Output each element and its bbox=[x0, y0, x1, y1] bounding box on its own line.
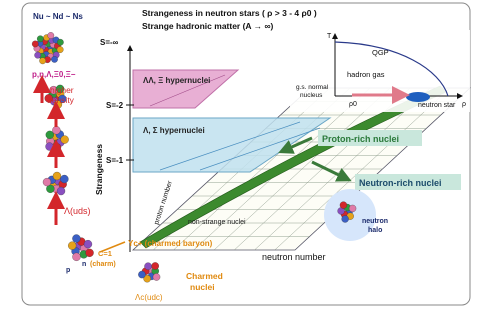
region-label: Proton-rich nuclei bbox=[322, 134, 399, 144]
particle bbox=[57, 46, 63, 52]
title-line: Strange hadronic matter (A → ∞) bbox=[142, 21, 274, 31]
particle bbox=[57, 187, 65, 195]
phase-label: T bbox=[327, 33, 332, 40]
particle bbox=[84, 240, 92, 248]
figure: Nu ~ Nd ~ Ns Strangeness in neutron star… bbox=[0, 0, 480, 309]
region-label: Neutron-rich nuclei bbox=[359, 178, 442, 188]
s-label: S=-∞ bbox=[100, 38, 119, 47]
density-label: density bbox=[47, 95, 75, 105]
particle bbox=[32, 41, 38, 47]
particle bbox=[34, 52, 40, 58]
region-label: Λ, Σ hypernuclei bbox=[143, 126, 205, 135]
phase-label: neutron star bbox=[418, 102, 456, 109]
phase-label: ρ bbox=[462, 101, 466, 108]
charm-label: (charm) bbox=[90, 261, 116, 268]
charm-label: Λc(udc) bbox=[135, 293, 163, 302]
particle bbox=[144, 263, 151, 270]
nucleon-label: n bbox=[82, 261, 86, 268]
particle bbox=[53, 172, 61, 180]
phase-label: ρ0 bbox=[349, 101, 357, 108]
particle bbox=[72, 235, 80, 243]
page: { "header": { "quark_ratio": "Nu ~ Nd ~ … bbox=[0, 0, 480, 309]
particle bbox=[37, 36, 43, 42]
neutron-star bbox=[406, 92, 430, 102]
particle bbox=[52, 126, 60, 134]
particle bbox=[86, 249, 94, 257]
phase-label: nucleus bbox=[300, 92, 323, 99]
particle bbox=[60, 175, 68, 183]
particle bbox=[46, 143, 54, 151]
charm-label: Yc+ (charmed baryon) bbox=[128, 239, 213, 248]
axis-label: Strangeness bbox=[94, 144, 104, 195]
phase-label: hadron gas bbox=[347, 70, 385, 79]
charm-label: Charmed bbox=[186, 271, 223, 281]
particle bbox=[138, 271, 145, 278]
particle bbox=[61, 136, 69, 144]
halo-label: halo bbox=[368, 227, 382, 234]
particle bbox=[68, 242, 76, 250]
s-label: S=-1 bbox=[106, 156, 124, 165]
particle bbox=[51, 56, 57, 62]
phase-label: g.s. normal bbox=[296, 84, 329, 91]
density-label: higher bbox=[50, 85, 74, 95]
particles: p,n,Λ,Ξ0,Ξ− bbox=[32, 70, 76, 79]
phase-label: QGP bbox=[372, 48, 389, 57]
particle bbox=[39, 58, 45, 64]
particle bbox=[46, 131, 54, 139]
particle bbox=[340, 202, 347, 209]
particle bbox=[72, 253, 80, 261]
particle bbox=[57, 39, 63, 45]
particle bbox=[153, 273, 160, 280]
particle bbox=[48, 32, 54, 38]
particle bbox=[342, 215, 349, 222]
axis-label: neutron number bbox=[262, 252, 326, 262]
particle bbox=[349, 205, 356, 212]
quark-ratio: Nu ~ Nd ~ Ns bbox=[33, 12, 83, 21]
particle bbox=[152, 262, 159, 269]
charm-label: nuclei bbox=[190, 282, 215, 292]
title-line: Strangeness in neutron stars ( ρ > 3 - 4… bbox=[142, 8, 317, 18]
particle bbox=[43, 178, 51, 186]
region-label: non-strange nuclei bbox=[188, 219, 246, 226]
s-label: S=-2 bbox=[106, 101, 124, 110]
nucleon-label: p bbox=[66, 267, 70, 274]
region-label: ΛΛ, Ξ hypernuclei bbox=[143, 76, 210, 85]
lambda-label: Λ(uds) bbox=[64, 206, 91, 216]
halo-label: neutron bbox=[362, 218, 388, 225]
